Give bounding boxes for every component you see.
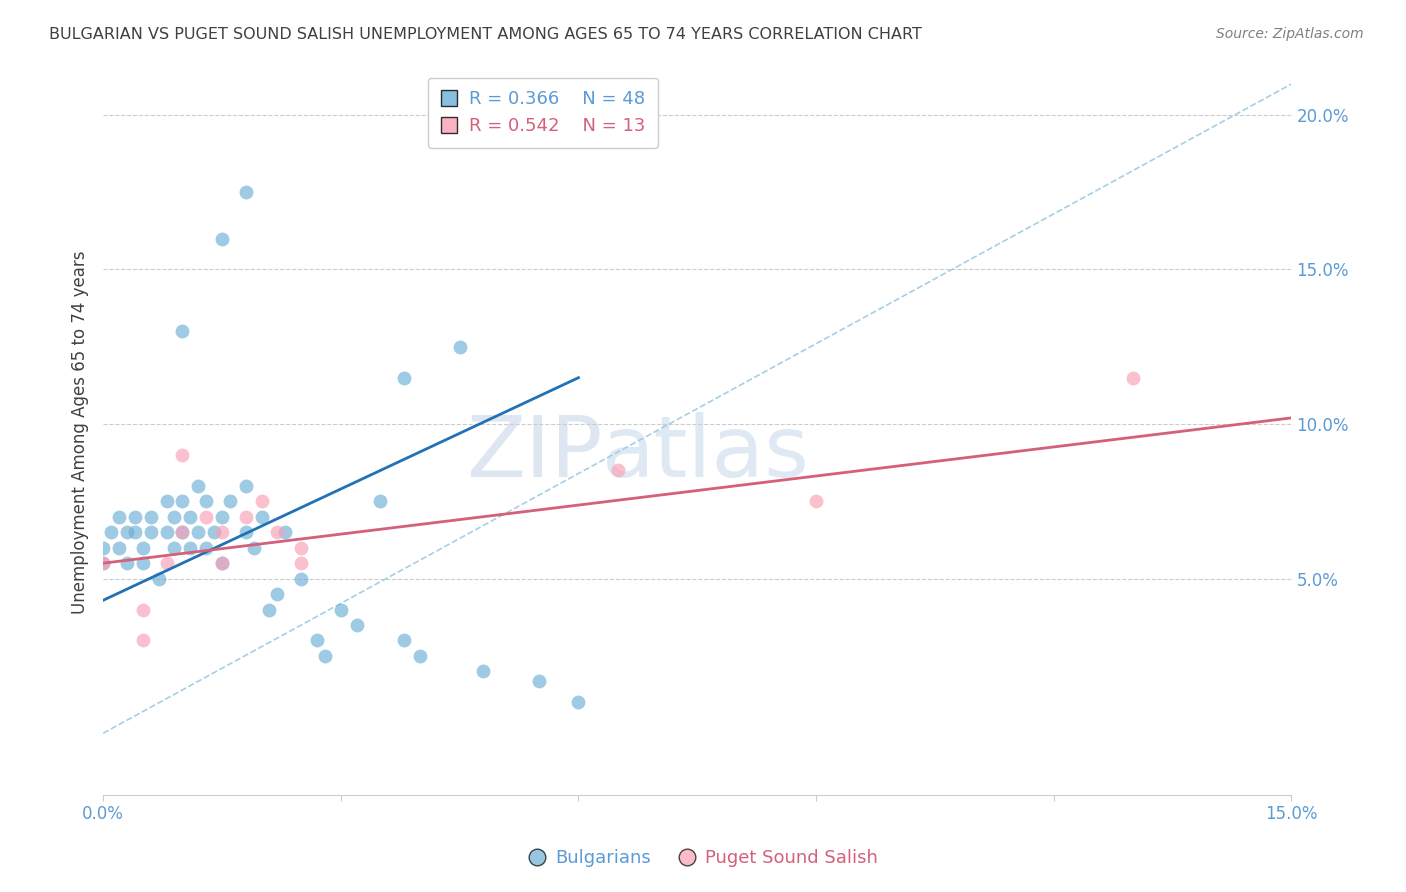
Point (219, 494, 242, 508)
Point (195, 509, 218, 524)
Legend: R = 0.366    N = 48, R = 0.542    N = 13: R = 0.366 N = 48, R = 0.542 N = 13 (427, 78, 658, 148)
Point (235, 185, 257, 199)
Point (290, 556, 312, 570)
Point (804, 494, 827, 508)
Point (163, 541, 186, 555)
Point (155, 494, 177, 508)
Point (187, 525, 209, 540)
Point (108, 541, 131, 555)
Text: atlas: atlas (602, 412, 810, 495)
Point (346, 618, 368, 632)
Point (139, 525, 162, 540)
Point (195, 494, 218, 508)
Point (91, 556, 114, 570)
Point (211, 231, 233, 245)
Point (132, 541, 155, 555)
Point (132, 633, 155, 648)
Point (195, 541, 218, 555)
Point (274, 525, 297, 540)
Point (155, 556, 177, 570)
Point (211, 525, 233, 540)
Point (409, 648, 432, 663)
Point (266, 525, 288, 540)
Point (259, 602, 281, 616)
Point (250, 494, 273, 508)
Point (155, 525, 177, 540)
Point (329, 602, 352, 616)
Point (172, 324, 194, 338)
Point (567, 695, 589, 709)
Legend: Bulgarians, Puget Sound Salish: Bulgarians, Puget Sound Salish (520, 842, 886, 874)
Point (100, 525, 122, 540)
Point (235, 509, 257, 524)
Point (91, 541, 114, 555)
Point (392, 370, 415, 384)
Point (607, 463, 630, 477)
Point (211, 556, 233, 570)
Point (115, 525, 138, 540)
Point (139, 509, 162, 524)
Text: BULGARIAN VS PUGET SOUND SALISH UNEMPLOYMENT AMONG AGES 65 TO 74 YEARS CORRELATI: BULGARIAN VS PUGET SOUND SALISH UNEMPLOY… (49, 27, 922, 42)
Point (172, 448, 194, 462)
Point (392, 633, 415, 648)
Point (108, 509, 131, 524)
Point (163, 509, 186, 524)
Point (290, 572, 312, 586)
Point (305, 633, 328, 648)
Point (235, 525, 257, 540)
Point (124, 509, 146, 524)
Point (370, 494, 392, 508)
Point (1122, 370, 1144, 384)
Point (449, 340, 471, 354)
Point (172, 525, 194, 540)
Point (179, 541, 201, 555)
Point (187, 479, 209, 493)
Point (211, 509, 233, 524)
Text: ZIP: ZIP (465, 412, 602, 495)
Point (179, 509, 201, 524)
Text: Source: ZipAtlas.com: Source: ZipAtlas.com (1216, 27, 1364, 41)
Point (132, 556, 155, 570)
Point (290, 541, 312, 555)
Point (250, 509, 273, 524)
Point (132, 602, 155, 616)
Point (527, 673, 550, 688)
Point (148, 572, 170, 586)
Point (172, 525, 194, 540)
Point (235, 479, 257, 493)
Point (202, 525, 225, 540)
Point (91, 556, 114, 570)
Point (115, 556, 138, 570)
Point (314, 648, 336, 663)
Y-axis label: Unemployment Among Ages 65 to 74 years: Unemployment Among Ages 65 to 74 years (72, 250, 89, 614)
Point (242, 541, 264, 555)
Point (472, 665, 495, 679)
Point (211, 556, 233, 570)
Point (124, 525, 146, 540)
Point (266, 587, 288, 601)
Point (172, 494, 194, 508)
